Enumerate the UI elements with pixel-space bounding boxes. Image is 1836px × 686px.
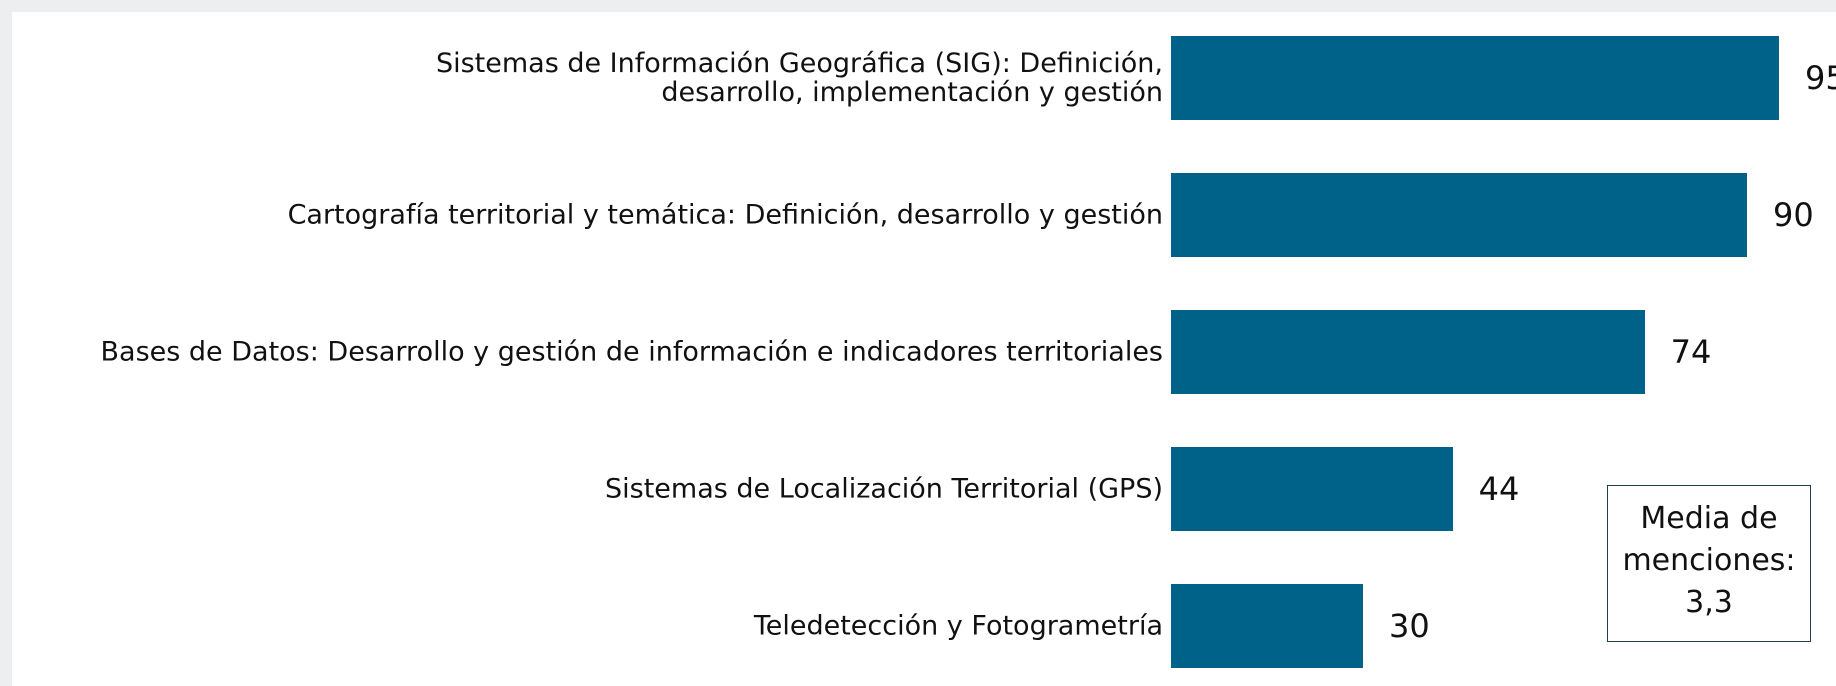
bar — [1171, 36, 1779, 120]
annotation-value: 3,3 — [1685, 585, 1733, 620]
bar — [1171, 173, 1747, 257]
category-label: Cartografía territorial y temática: Defi… — [287, 199, 1163, 231]
bar — [1171, 447, 1453, 531]
value-label: 74 — [1670, 333, 1712, 371]
category-labels: Sistemas de Información Geográfica (SIG)… — [100, 48, 1164, 642]
annotation-title: Media de menciones: — [1622, 501, 1796, 578]
value-label: 95 — [1805, 59, 1836, 97]
category-label: Sistemas de Información Geográfica (SIG)… — [435, 48, 1163, 108]
bar — [1171, 310, 1645, 394]
value-label: 44 — [1478, 470, 1520, 508]
value-label: 90 — [1773, 196, 1814, 234]
bar — [1171, 584, 1363, 668]
annotation-box: Media de menciones: 3,3 — [1607, 485, 1811, 642]
value-label: 30 — [1389, 607, 1430, 645]
category-label: Sistemas de Localización Territorial (GP… — [605, 473, 1163, 505]
category-label: Teledetección y Fotogrametría — [753, 610, 1163, 642]
category-label: Bases de Datos: Desarrollo y gestión de … — [100, 336, 1164, 368]
